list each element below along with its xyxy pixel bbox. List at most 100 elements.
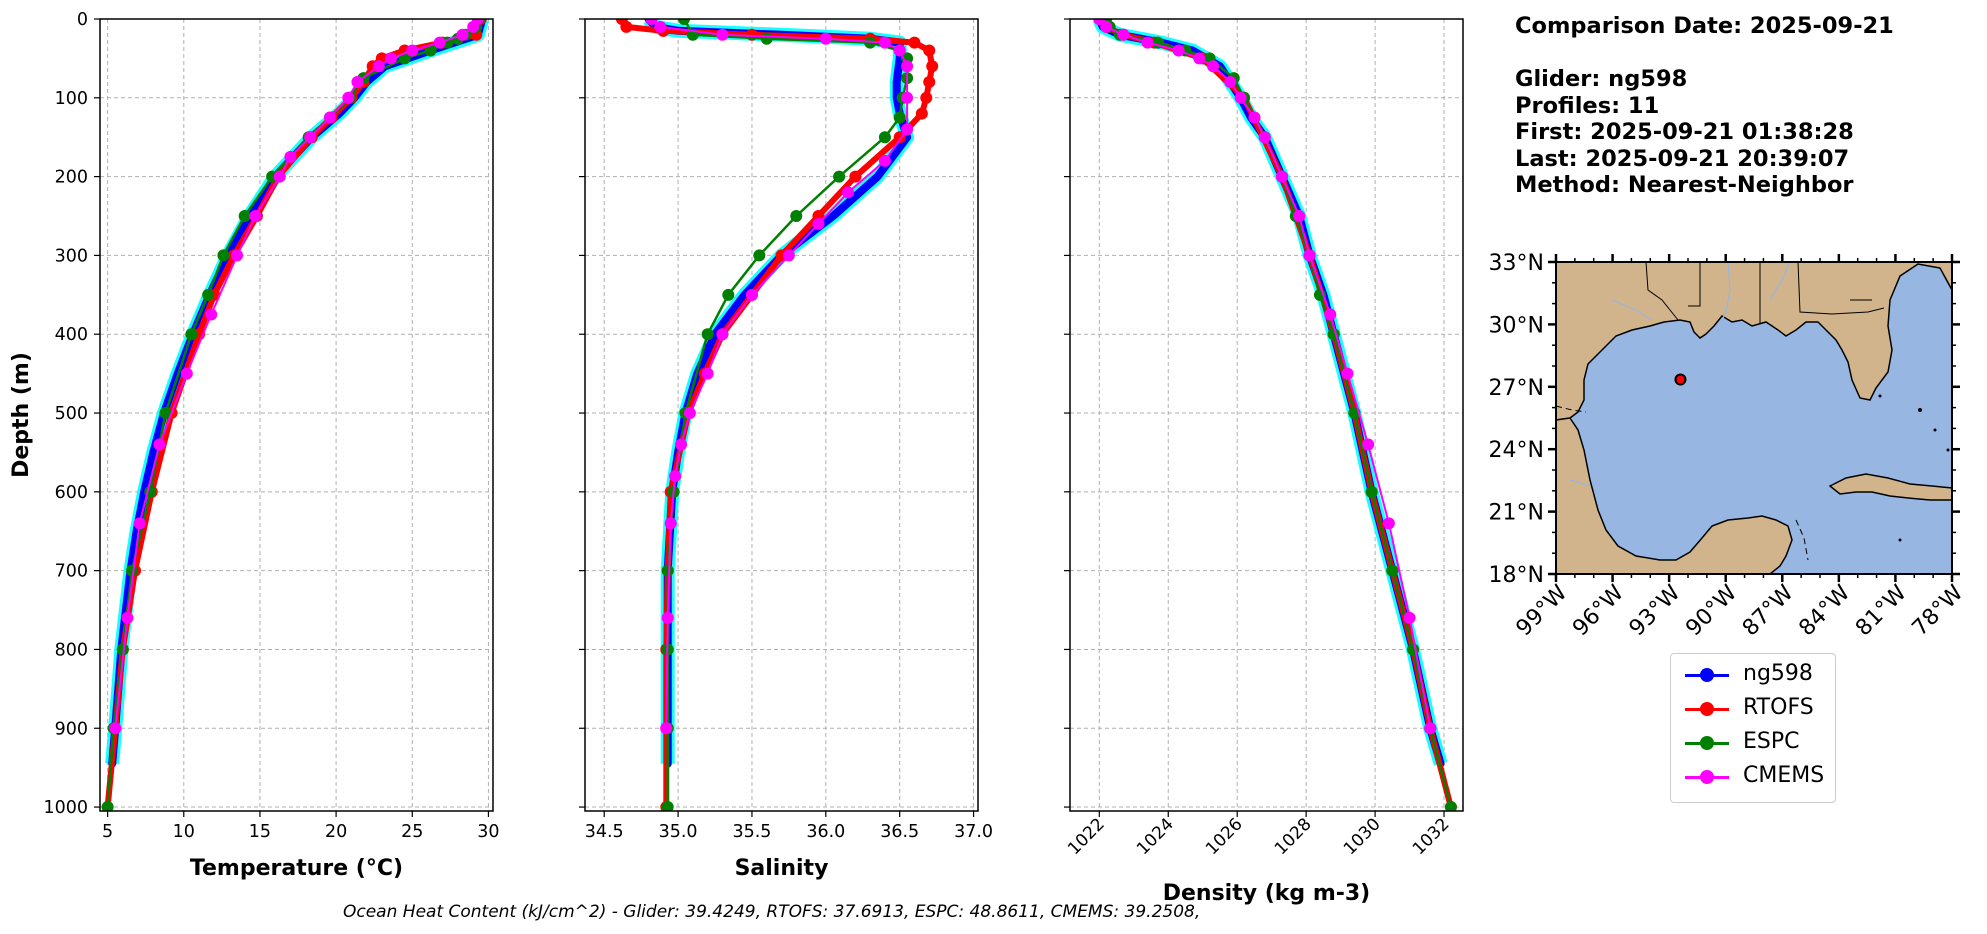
x-tick-label: 10 — [173, 822, 195, 842]
series-line-CMEMS — [114, 19, 479, 730]
map-y-tick-label: 33°N — [1489, 251, 1544, 276]
series-point-ESPC — [878, 131, 891, 144]
series-point-CMEMS — [664, 517, 677, 530]
x-tick-label: 20 — [325, 822, 347, 842]
series-point-CMEMS — [878, 154, 891, 167]
series-point-ESPC — [864, 36, 877, 49]
series-point-CMEMS — [133, 517, 146, 530]
series-point-CMEMS — [372, 60, 385, 73]
series-point-CMEMS — [745, 288, 758, 301]
series-point-CMEMS — [901, 60, 914, 73]
series-point-CMEMS — [1117, 28, 1130, 41]
series-point-CMEMS — [273, 170, 286, 183]
x-tick-label: 30 — [477, 822, 499, 842]
series-point-ESPC — [125, 564, 138, 577]
series-envelope-ng598 — [643, 19, 915, 764]
series-point-CMEMS — [782, 249, 795, 262]
series-point-CMEMS — [249, 210, 262, 223]
series-point-ESPC — [790, 210, 803, 223]
y-tick-label: 1000 — [43, 798, 88, 818]
y-axis-label: Depth (m) — [9, 352, 34, 478]
series-point-CMEMS — [812, 217, 825, 230]
map-frame — [1555, 261, 1953, 575]
series-point-RTOFS — [849, 170, 862, 183]
series-point-CMEMS — [893, 44, 906, 57]
series-point-CMEMS — [1382, 517, 1395, 530]
x-tick-label: 1032 — [1409, 814, 1454, 859]
legend-item-ng598: ng598 — [1681, 659, 1831, 689]
map-y-tick-label: 30°N — [1489, 313, 1544, 338]
series-point-CMEMS — [701, 367, 714, 380]
legend-label: RTOFS — [1743, 695, 1814, 720]
series-point-ESPC — [677, 19, 690, 25]
series-line-RTOFS — [618, 19, 936, 811]
legend-marker — [1700, 702, 1714, 716]
series-point-ESPC — [238, 210, 251, 223]
map-y-tick-label: 18°N — [1489, 563, 1544, 588]
series-point-CMEMS — [661, 611, 674, 624]
series-point-CMEMS — [901, 91, 914, 104]
series-point-CMEMS — [1303, 249, 1316, 262]
series-point-CMEMS — [716, 328, 729, 341]
series-point-CMEMS — [683, 407, 696, 420]
series-point-CMEMS — [1172, 44, 1185, 57]
series-group — [615, 19, 939, 811]
map-y-tick-label: 24°N — [1489, 438, 1544, 463]
series-point-CMEMS — [1248, 111, 1261, 124]
legend-label: CMEMS — [1743, 763, 1825, 788]
x-tick-label: 36.0 — [806, 822, 845, 842]
series-point-ESPC — [101, 801, 114, 811]
axes-frame — [584, 18, 979, 812]
series-point-CMEMS — [1193, 52, 1206, 65]
series-point-ESPC — [661, 564, 674, 577]
series-point-CMEMS — [153, 438, 166, 451]
x-axis-label: Density (kg m-3) — [1163, 881, 1371, 906]
series-point-RTOFS — [923, 76, 936, 89]
map-land-mexico — [1556, 417, 1793, 574]
y-tick-label: 0 — [77, 10, 88, 30]
series-envelope-ng598 — [1092, 19, 1448, 766]
ocean-heat-content-text: Ocean Heat Content (kJ/cm^2) - Glider: 3… — [343, 902, 1201, 922]
axes-frame — [1069, 18, 1464, 812]
series-point-CMEMS — [1276, 170, 1289, 183]
profile-panel-1: 5 10 15 20 25 3001002003004005006007008009001… — [9, 10, 500, 881]
x-tick-label: 15 — [249, 822, 271, 842]
x-axis-label: Temperature (°C) — [190, 856, 403, 881]
series-point-CMEMS — [456, 28, 469, 41]
x-tick-label: 35.5 — [732, 822, 771, 842]
series-point-ESPC — [185, 328, 198, 341]
series-point-ESPC — [661, 801, 674, 811]
series-point-RTOFS — [923, 44, 936, 57]
series-point-CMEMS — [716, 28, 729, 41]
gulf-map: 99°W96°W93°W90°W87°W84°W81°W78°W 33°N 30°N… — [1489, 251, 1969, 641]
x-tick-label: 35.0 — [659, 822, 698, 842]
map-x-tick-label: 87°W — [1738, 580, 1799, 641]
info-text: Comparison Date: 2025-09-21 Glider: ng598… — [1515, 13, 1894, 199]
map-x-tick-label: 99°W — [1512, 580, 1573, 641]
series-point-ESPC — [116, 643, 129, 656]
series-line-CMEMS — [650, 19, 909, 730]
series-point-RTOFS — [908, 36, 921, 49]
x-tick-label: 36.5 — [880, 822, 919, 842]
map-x-tick-label: 78°W — [1908, 580, 1969, 641]
series-point-ESPC — [159, 407, 172, 420]
x-tick-label: 34.5 — [585, 822, 624, 842]
map-land-usa — [1556, 262, 1952, 421]
x-axis-label: Salinity — [735, 856, 829, 881]
series-point-CMEMS — [342, 91, 355, 104]
legend: ng598 RTOFS ESPC CMEMS — [1670, 653, 1836, 803]
series-point-RTOFS — [620, 20, 633, 33]
series-line-ng598 — [108, 19, 487, 768]
series-point-RTOFS — [915, 107, 928, 120]
series-point-CMEMS — [351, 76, 364, 89]
x-tick-label: 1030 — [1340, 814, 1385, 859]
series-point-CMEMS — [406, 44, 419, 57]
x-tick-label: 1024 — [1133, 814, 1178, 859]
series-point-CMEMS — [819, 32, 832, 45]
legend-item-ESPC: ESPC — [1681, 727, 1831, 757]
series-point-CMEMS — [304, 131, 317, 144]
series-point-CMEMS — [1100, 20, 1113, 33]
series-point-CMEMS — [384, 52, 397, 65]
series-point-ESPC — [1386, 564, 1399, 577]
